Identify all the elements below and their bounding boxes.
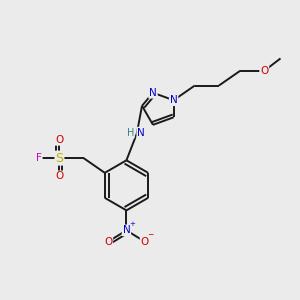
Text: +: + [129, 221, 135, 227]
Text: O: O [104, 237, 112, 247]
Text: N: N [137, 128, 145, 138]
Text: F: F [36, 153, 42, 163]
Text: O: O [55, 135, 64, 145]
Text: N: N [123, 225, 130, 236]
Text: N: N [170, 95, 178, 105]
Text: O: O [141, 237, 149, 247]
Text: S: S [56, 152, 63, 165]
Text: H: H [127, 128, 134, 138]
Text: N: N [149, 88, 157, 98]
Text: −: − [147, 231, 154, 240]
Text: O: O [55, 171, 64, 182]
Text: O: O [260, 66, 269, 76]
